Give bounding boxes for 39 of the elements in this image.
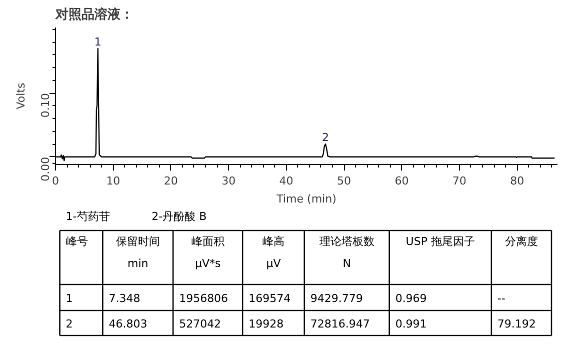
x-tick-label: 60: [394, 174, 409, 188]
x-tick-label: 10: [106, 174, 120, 188]
x-tick-label: 30: [222, 174, 236, 188]
text: 峰号: [66, 235, 88, 248]
x-tick-label: 20: [164, 174, 178, 188]
annotation: 2: [322, 131, 330, 144]
text: 1: [66, 292, 73, 305]
y-tick-label: 0.00: [39, 156, 52, 182]
text: 7.348: [108, 292, 140, 305]
text: 1-芍药苷: [66, 210, 110, 223]
text: 9429.779: [310, 292, 363, 305]
y-axis-title: Volts: [14, 82, 28, 110]
text: 46.803: [108, 318, 148, 330]
text: 0.991: [395, 318, 427, 330]
text: --: [497, 292, 506, 305]
text: 527042: [179, 318, 222, 330]
text: 理论塔板数 N: [319, 235, 374, 270]
x-tick-label: 50: [337, 174, 352, 188]
x-tick-label: 70: [452, 174, 466, 188]
text: 2: [66, 318, 73, 330]
x-tick-label: 0: [52, 174, 59, 188]
x-tick-label: 40: [279, 174, 294, 188]
text: 0.969: [395, 292, 427, 305]
text: USP 拖尾因子: [406, 235, 475, 248]
annotation: 1: [94, 36, 102, 49]
text: 分离度: [504, 235, 538, 248]
text: 169574: [248, 292, 291, 305]
x-axis-title: Time (min): [276, 192, 336, 206]
chart-title: 对照品溶液：: [54, 6, 134, 22]
text: 19928: [248, 318, 284, 330]
text: 79.192: [497, 318, 536, 330]
y-tick-label: 0.10: [39, 93, 52, 118]
text: 72816.947: [310, 318, 370, 330]
text: 1956806: [179, 292, 228, 305]
text: 峰高 μV: [262, 235, 284, 270]
text: 2-丹酚酸 B: [152, 210, 207, 223]
text: 保留时间 min: [116, 235, 160, 270]
x-tick-label: 80: [510, 174, 524, 188]
text: 峰面积 μV*s: [191, 235, 224, 270]
